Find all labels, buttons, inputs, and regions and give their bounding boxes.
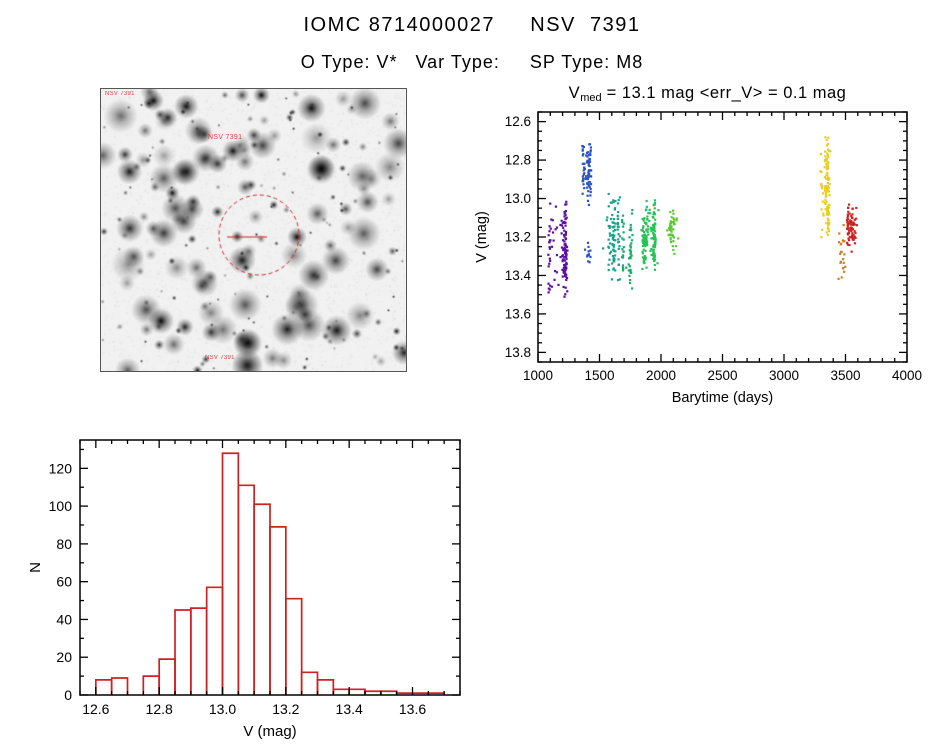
cluster-points — [819, 136, 832, 239]
finding-chart-target-label: NSV 7391 — [208, 134, 243, 141]
tick-label: 1000 — [523, 368, 553, 383]
cluster-points — [837, 223, 847, 280]
tick-label: 13.2 — [272, 701, 299, 717]
y-axis-label: N — [27, 562, 44, 573]
tick-label: 13.6 — [399, 701, 426, 717]
lightcurve-title-rest: = 13.1 mag <err_V> = 0.1 mag — [601, 84, 847, 102]
lightcurve-title-subscript: med — [580, 92, 602, 104]
cluster-points — [666, 209, 680, 255]
x-axis-label: Barytime (days) — [672, 390, 774, 406]
tick-label: 80 — [56, 536, 72, 552]
tick-label: 13.8 — [505, 345, 531, 360]
y-axis-label: V (mag) — [474, 211, 490, 263]
tick-label: 12.8 — [146, 701, 173, 717]
tick-label: 12.8 — [505, 153, 531, 168]
histogram-plot: 12.6 12.8 13.0 13.2 13.4 13.6 0 20 40 60 80 100 120 V… — [27, 439, 461, 740]
finding-chart: NSV 7391 NSV 7391 NSV 7391 — [100, 88, 407, 372]
tick-label: 12.6 — [505, 114, 531, 129]
lightcurve-plot: 1000 1500 2000 2500 3000 3500 4000 12.6 12.8 13.0… — [474, 111, 922, 406]
lightcurve-title-v: V — [568, 84, 581, 102]
tick-label: 13.2 — [505, 230, 531, 245]
tick-label: 13.4 — [336, 701, 363, 717]
tick-label: 13.4 — [505, 268, 532, 283]
finding-chart-corner-label: NSV 7391 — [105, 91, 135, 97]
cluster-points — [845, 203, 859, 253]
cluster-points — [581, 143, 593, 207]
cluster-points — [640, 199, 660, 271]
tick-label: 1500 — [584, 368, 614, 383]
tick-label: 0 — [64, 687, 72, 703]
page-subtitle: O Type: V* Var Type: SP Type: M8 — [300, 52, 644, 72]
page-title: IOMC 8714000027 NSV 7391 — [303, 14, 641, 36]
cluster-points — [547, 200, 569, 298]
histogram-bars — [94, 452, 446, 695]
tick-label: 4000 — [892, 368, 922, 383]
tick-label: 2000 — [646, 368, 676, 383]
tick-label: 13.0 — [505, 191, 531, 206]
cluster-points — [583, 241, 592, 264]
tick-label: 3500 — [830, 368, 860, 383]
lightcurve-title: Vmed = 13.1 mag <err_V> = 0.1 mag — [480, 84, 935, 104]
cluster-points — [621, 208, 634, 290]
finding-chart-bottom-label: NSV 7391 — [205, 355, 235, 361]
tick-label: 20 — [56, 649, 72, 665]
finding-chart-image — [100, 88, 407, 372]
tick-label: 40 — [56, 611, 72, 627]
x-axis-label: V (mag) — [243, 723, 296, 740]
cluster-points — [602, 192, 621, 282]
tick-label: 12.6 — [82, 701, 109, 717]
tick-label: 13.6 — [505, 306, 531, 321]
tick-label: 3000 — [769, 368, 799, 383]
tick-label: 60 — [56, 574, 72, 590]
tick-label: 13.0 — [209, 701, 236, 717]
tick-label: 2500 — [707, 368, 737, 383]
tick-label: 120 — [49, 460, 73, 476]
tick-label: 100 — [49, 498, 73, 514]
